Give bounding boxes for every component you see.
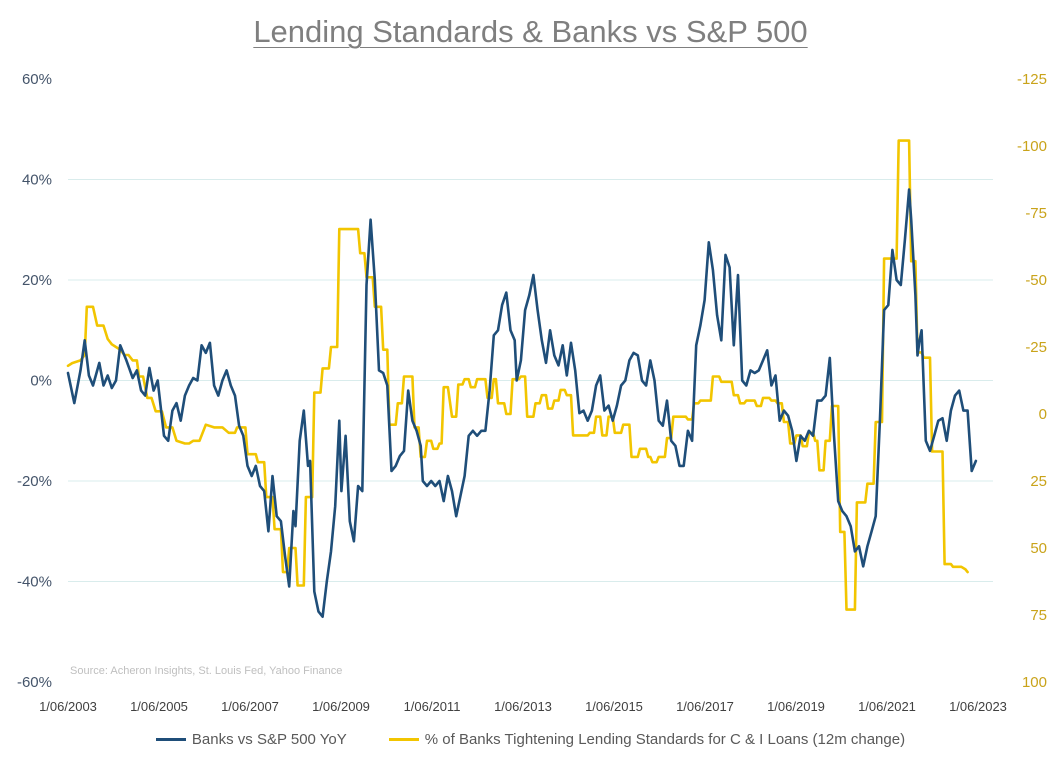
series-lines bbox=[66, 139, 978, 618]
x-tick-label: 1/06/2015 bbox=[585, 699, 643, 714]
legend-item-lending[interactable]: % of Banks Tightening Lending Standards … bbox=[388, 731, 906, 748]
left-tick-label: 40% bbox=[22, 172, 52, 189]
right-tick-label: 25 bbox=[1030, 473, 1047, 490]
right-tick-label: -100 bbox=[1017, 138, 1047, 155]
x-tick-label: 1/06/2019 bbox=[767, 699, 825, 714]
right-tick-label: -50 bbox=[1025, 272, 1047, 289]
left-tick-label: 20% bbox=[22, 272, 52, 289]
left-tick-label: -60% bbox=[17, 674, 52, 691]
left-axis-ticks: 60% 40% 20% 0% -20% -40% -60% bbox=[17, 71, 52, 691]
right-tick-label: -25 bbox=[1025, 339, 1047, 356]
x-axis-ticks: 1/06/2003 1/06/2005 1/06/2007 1/06/2009 1/06… bbox=[39, 699, 1007, 714]
x-tick-label: 1/06/2021 bbox=[858, 699, 916, 714]
grid-lines bbox=[68, 179, 993, 582]
right-tick-label: -75 bbox=[1025, 205, 1047, 222]
legend-swatch-lending bbox=[388, 738, 419, 741]
source-note: Source: Acheron Insights, St. Louis Fed,… bbox=[70, 665, 342, 677]
x-tick-label: 1/06/2005 bbox=[130, 699, 188, 714]
chart-title: Lending Standards & Banks vs S&P 500 bbox=[253, 14, 808, 49]
right-tick-label: -125 bbox=[1017, 71, 1047, 88]
series-line-banks bbox=[66, 188, 978, 618]
right-tick-label: 100 bbox=[1022, 674, 1047, 691]
left-tick-label: 0% bbox=[30, 373, 52, 390]
chart-legend: Banks vs S&P 500 YoY % of Banks Tighteni… bbox=[0, 731, 1061, 748]
right-tick-label: 75 bbox=[1030, 607, 1047, 624]
x-tick-label: 1/06/2017 bbox=[676, 699, 734, 714]
legend-label-lending: % of Banks Tightening Lending Standards … bbox=[424, 731, 906, 748]
legend-swatch-banks bbox=[155, 738, 186, 741]
x-tick-label: 1/06/2013 bbox=[494, 699, 552, 714]
x-tick-label: 1/06/2023 bbox=[949, 699, 1007, 714]
left-tick-label: -20% bbox=[17, 473, 52, 490]
series-line-lending bbox=[66, 139, 969, 611]
x-tick-label: 1/06/2003 bbox=[39, 699, 97, 714]
right-tick-label: 50 bbox=[1030, 540, 1047, 557]
left-tick-label: -40% bbox=[17, 574, 52, 591]
x-tick-label: 1/06/2009 bbox=[312, 699, 370, 714]
left-tick-label: 60% bbox=[22, 71, 52, 88]
legend-item-banks[interactable]: Banks vs S&P 500 YoY bbox=[155, 731, 347, 748]
right-axis-ticks: -125 -100 -75 -50 -25 0 25 50 75 100 bbox=[1017, 71, 1047, 691]
legend-label-banks: Banks vs S&P 500 YoY bbox=[191, 731, 347, 748]
x-tick-label: 1/06/2007 bbox=[221, 699, 279, 714]
right-tick-label: 0 bbox=[1039, 406, 1047, 423]
x-tick-label: 1/06/2011 bbox=[404, 699, 461, 714]
